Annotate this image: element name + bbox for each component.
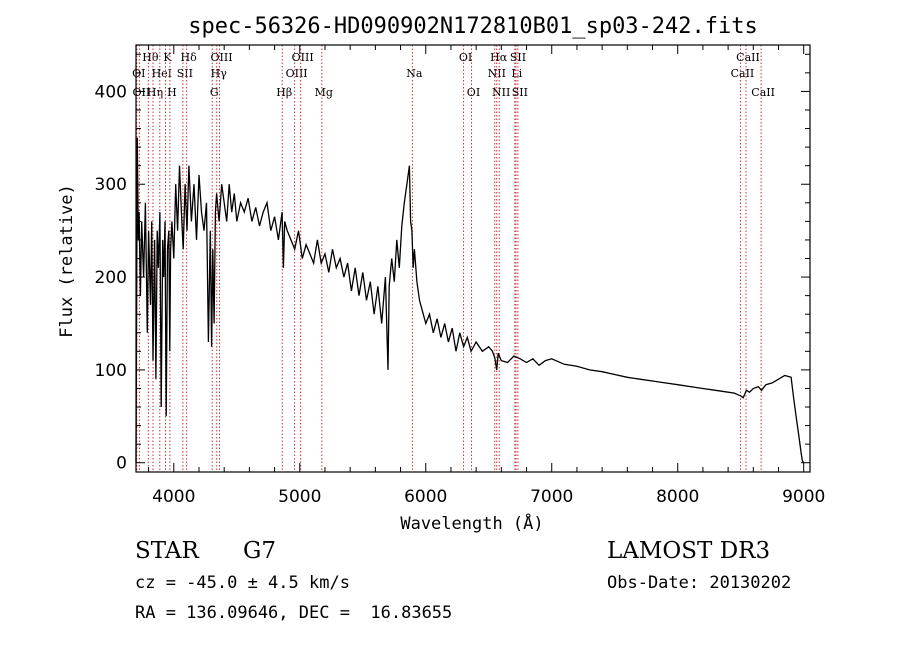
spectral-line-label: OII xyxy=(133,86,151,99)
spectral-line-label: SII xyxy=(177,67,193,80)
y-tick-label: 100 xyxy=(95,361,127,381)
y-tick-label: 400 xyxy=(95,82,127,102)
spectral-line-label: OIII xyxy=(286,67,308,80)
chart-title: spec-56326-HD090902N172810B01_sp03-242.f… xyxy=(188,14,758,39)
spectral-line-label: CaII xyxy=(751,86,775,99)
spectral-line-label: Na xyxy=(406,67,423,80)
flux-series-line xyxy=(135,137,805,464)
x-tick-label: 4000 xyxy=(152,487,195,507)
spectral-line-label: OI xyxy=(459,51,472,64)
y-tick-label: 0 xyxy=(116,454,127,474)
y-tick-label: 300 xyxy=(95,175,127,195)
spectral-line-label: CaII xyxy=(736,51,760,64)
plot-frame xyxy=(135,44,811,473)
survey-name: LAMOST DR3 xyxy=(607,538,771,564)
redshift-text: cz = -45.0 ± 4.5 km/s xyxy=(135,573,350,593)
spectral-line-label: HeI xyxy=(152,67,172,80)
object-class: STAR xyxy=(135,538,199,564)
x-tick-label: 7000 xyxy=(530,487,573,507)
spectral-line-label: OI xyxy=(132,67,145,80)
spectral-line-label: Hγ xyxy=(211,67,228,80)
y-tick-label: 200 xyxy=(95,268,127,288)
spectral-line-label: CaII xyxy=(731,67,755,80)
coordinates: RA = 136.09646, DEC = 16.83655 xyxy=(135,603,453,623)
spectral-line-label: SII xyxy=(510,51,526,64)
x-tick-label: 8000 xyxy=(656,487,699,507)
obs-date: Obs-Date: 20130202 xyxy=(607,573,792,593)
spectral-line-label: OI xyxy=(467,86,480,99)
x-tick-label: 9000 xyxy=(782,487,825,507)
spectral-line-label: SII xyxy=(512,86,528,99)
object-subclass: G7 xyxy=(243,538,277,564)
spectral-line-markers: OIOIIHθHηHeIKHSIIHδGHγOIIIHβOIIIOIIIMgNa… xyxy=(132,45,775,472)
spectral-line-label: Hα xyxy=(490,51,508,64)
spectral-line-label: Hη xyxy=(147,86,163,99)
spectral-line-label: H xyxy=(167,86,177,99)
y-axis: 0 100 200 300 400 xyxy=(95,53,810,474)
spectral-line-label: Hδ xyxy=(181,51,198,64)
spectral-line-label: OIII xyxy=(292,51,314,64)
spectral-line-label: NII xyxy=(492,86,510,99)
spectral-line-label: Mg xyxy=(315,86,333,99)
spectral-line-label: G xyxy=(210,86,219,99)
x-tick-label: 6000 xyxy=(404,487,447,507)
spectral-line-label: K xyxy=(163,51,172,64)
y-axis-label: Flux (relative) xyxy=(57,184,77,338)
spectral-line-label: Li xyxy=(511,67,522,80)
spectral-line-label: Hβ xyxy=(276,86,292,99)
x-axis-label: Wavelength (Å) xyxy=(400,512,543,534)
spectral-line-label: OIII xyxy=(210,51,232,64)
x-tick-label: 5000 xyxy=(278,487,321,507)
x-axis: 4000 5000 6000 7000 8000 9000 xyxy=(148,45,825,507)
spectral-line-label: Hθ xyxy=(142,51,159,64)
